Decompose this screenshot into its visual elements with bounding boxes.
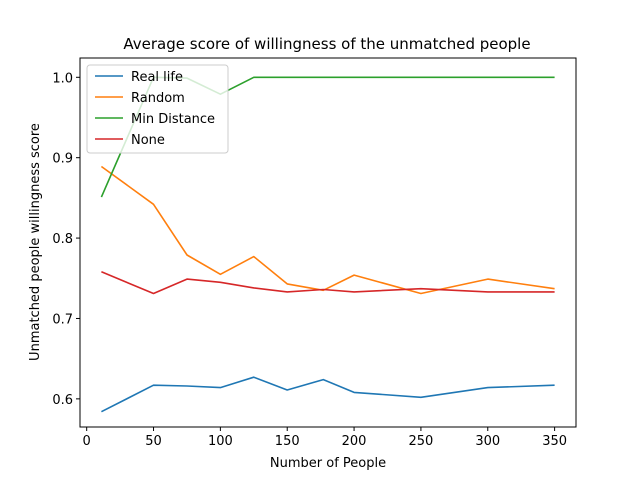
x-tick-label: 300 (475, 434, 500, 449)
legend-label: Min Distance (131, 112, 215, 127)
x-axis: 0 50 100 150 200 250 300 350 (83, 427, 567, 449)
legend-label: Random (131, 91, 185, 106)
x-tick-label: 200 (342, 434, 367, 449)
legend-label: None (131, 133, 165, 148)
y-tick-label: 0.9 (52, 152, 73, 167)
legend-box (86, 64, 229, 154)
series-line-none (101, 271, 555, 295)
y-tick-label: 0.6 (52, 393, 73, 408)
y-tick-label: 1.0 (52, 71, 73, 86)
x-tick-label: 350 (542, 434, 567, 449)
series-layer (100, 76, 555, 413)
chart-title: Average score of willingness of the unma… (123, 35, 530, 53)
legend-label: Real life (131, 70, 183, 85)
x-tick-label: 250 (409, 434, 434, 449)
legend: Real life Random Min Distance None (86, 64, 229, 154)
x-axis-label: Number of People (270, 456, 386, 471)
series-line-real-life (101, 376, 555, 413)
y-axis: 0.6 0.7 0.8 0.9 1.0 (52, 71, 80, 408)
y-tick-label: 0.8 (52, 232, 73, 247)
x-tick-label: 150 (275, 434, 300, 449)
x-tick-label: 50 (145, 434, 162, 449)
y-axis-label: Unmatched people willingness score (28, 123, 43, 361)
y-tick-label: 0.7 (52, 312, 73, 327)
series-line-random (100, 165, 555, 295)
x-tick-label: 0 (83, 434, 91, 449)
x-tick-label: 100 (208, 434, 233, 449)
plot-frame (79, 57, 577, 428)
